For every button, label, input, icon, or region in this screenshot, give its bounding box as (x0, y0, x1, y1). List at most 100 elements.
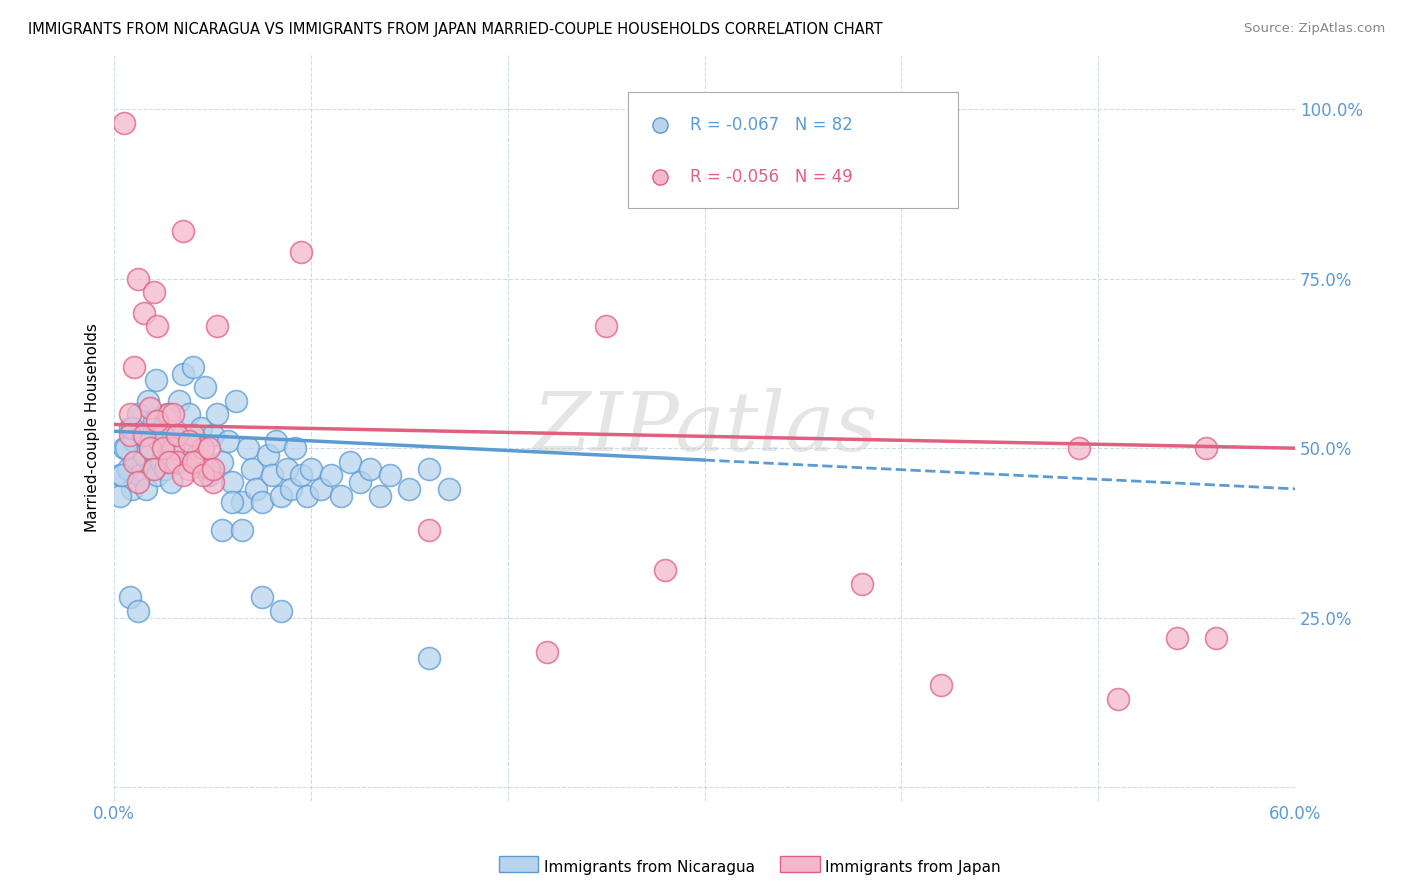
Point (162, 441, 184, 455)
Point (654, 563, 676, 577)
Point (166, 427, 188, 442)
Point (1067, 441, 1090, 455)
Point (127, 272, 149, 286)
Point (115, 441, 138, 455)
Point (111, 468, 134, 483)
Point (368, 489, 391, 503)
Point (536, 644, 558, 658)
Point (122, 455, 145, 469)
Point (295, 489, 318, 503)
Point (329, 489, 352, 503)
Point (270, 604, 292, 618)
Point (851, 576, 873, 591)
Point (152, 427, 174, 442)
Point (157, 455, 180, 469)
Text: ZIPatlas: ZIPatlas (531, 388, 877, 468)
Point (309, 482, 332, 496)
Point (118, 421, 141, 435)
Point (418, 651, 440, 665)
Point (156, 407, 179, 421)
Point (181, 359, 204, 374)
Point (127, 475, 149, 489)
Point (398, 482, 420, 496)
Point (157, 407, 180, 421)
Point (231, 495, 253, 509)
Point (190, 421, 212, 435)
Point (112, 441, 135, 455)
Text: Immigrants from Nicaragua: Immigrants from Nicaragua (544, 860, 755, 874)
Point (250, 591, 273, 605)
Point (138, 441, 160, 455)
Point (1205, 631, 1227, 645)
Point (142, 285, 165, 300)
Point (205, 407, 228, 421)
Point (194, 380, 217, 394)
Point (418, 523, 440, 537)
Point (205, 319, 228, 334)
Point (108, 468, 131, 483)
Point (378, 468, 401, 483)
Point (1166, 631, 1188, 645)
Point (146, 414, 169, 428)
Point (174, 441, 197, 455)
Point (145, 374, 167, 388)
Point (250, 495, 273, 509)
FancyBboxPatch shape (628, 93, 959, 208)
Point (929, 678, 952, 692)
Point (172, 367, 194, 381)
Point (177, 407, 200, 421)
Point (197, 441, 219, 455)
Point (146, 319, 169, 334)
Point (280, 482, 302, 496)
Point (201, 427, 224, 442)
Text: Immigrants from Japan: Immigrants from Japan (825, 860, 1001, 874)
Point (148, 434, 170, 449)
Point (221, 475, 243, 489)
Point (125, 455, 148, 469)
Point (418, 461, 440, 475)
Point (276, 461, 298, 475)
Point (186, 455, 208, 469)
Text: R = -0.056   N = 49: R = -0.056 N = 49 (690, 169, 853, 186)
Point (121, 421, 143, 435)
Text: R = -0.067   N = 82: R = -0.067 N = 82 (690, 116, 853, 135)
Point (236, 441, 259, 455)
Point (221, 495, 243, 509)
Point (118, 407, 141, 421)
Point (160, 475, 183, 489)
Point (118, 427, 141, 442)
Point (201, 461, 224, 475)
Point (299, 461, 322, 475)
Point (201, 475, 224, 489)
Point (186, 448, 208, 462)
Point (121, 482, 143, 496)
Point (211, 523, 233, 537)
Point (437, 482, 460, 496)
Point (142, 414, 165, 428)
Point (359, 461, 381, 475)
Point (172, 224, 194, 238)
Point (135, 482, 157, 496)
Point (181, 427, 204, 442)
Point (112, 116, 135, 130)
Point (290, 244, 312, 259)
Point (240, 461, 263, 475)
Point (127, 407, 149, 421)
Point (152, 421, 174, 435)
Text: Source: ZipAtlas.com: Source: ZipAtlas.com (1244, 22, 1385, 36)
Point (117, 461, 139, 475)
Point (264, 434, 287, 449)
Point (177, 461, 200, 475)
Point (245, 482, 267, 496)
Point (142, 461, 165, 475)
Point (127, 604, 149, 618)
Point (157, 441, 180, 455)
Point (132, 306, 155, 320)
Point (152, 441, 174, 455)
Point (177, 434, 200, 449)
Point (162, 427, 184, 442)
Point (211, 455, 233, 469)
Point (1195, 441, 1218, 455)
Text: IMMIGRANTS FROM NICARAGUA VS IMMIGRANTS FROM JAPAN MARRIED-COUPLE HOUSEHOLDS COR: IMMIGRANTS FROM NICARAGUA VS IMMIGRANTS … (28, 22, 883, 37)
Point (260, 468, 283, 483)
